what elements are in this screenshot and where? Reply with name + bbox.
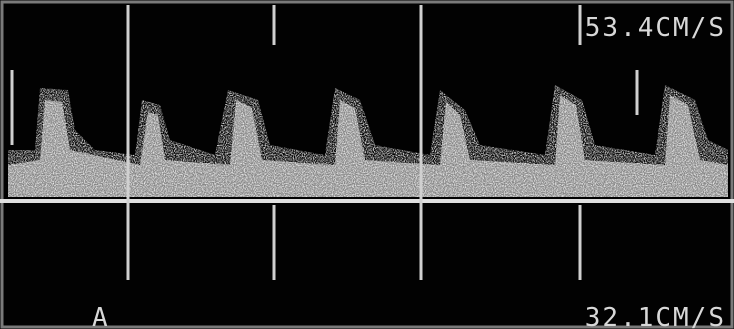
doppler-waveform-core (8, 95, 728, 197)
velocity-scale-bottom: 32.1CM/S (585, 303, 726, 329)
velocity-scale-top: 53.4CM/S (585, 13, 726, 43)
time-markers (10, 5, 639, 280)
channel-label: A (92, 303, 110, 329)
